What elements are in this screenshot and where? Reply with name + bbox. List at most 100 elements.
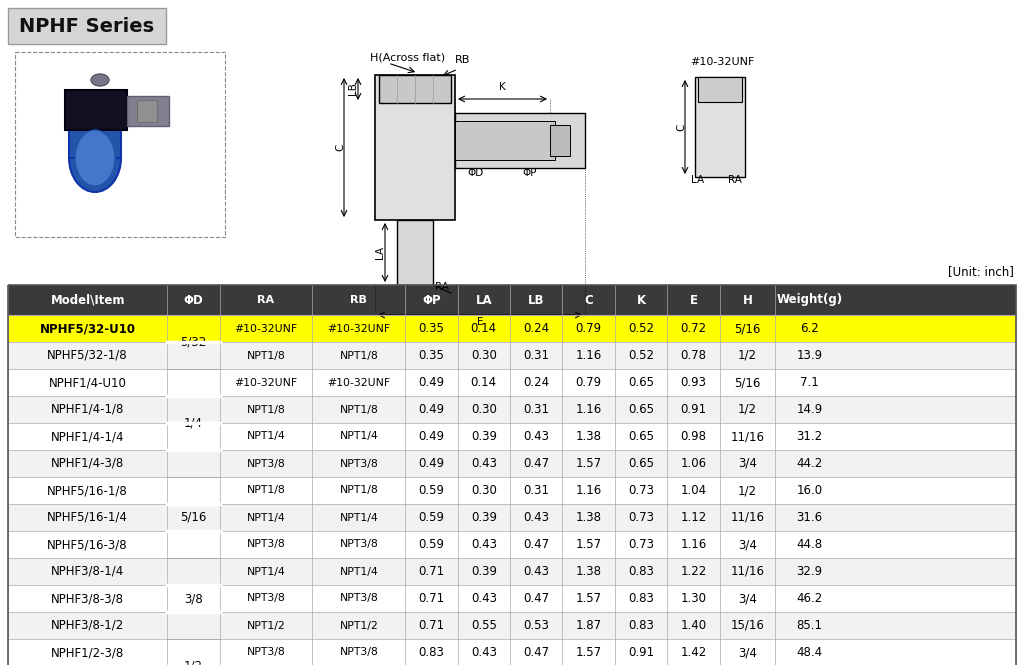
Text: E: E — [477, 317, 483, 327]
Text: 0.49: 0.49 — [418, 376, 444, 389]
Text: 1.16: 1.16 — [680, 538, 707, 551]
Text: 0.24: 0.24 — [523, 322, 549, 335]
Text: NPT1/8: NPT1/8 — [339, 404, 378, 414]
Text: 1.57: 1.57 — [575, 646, 602, 659]
Bar — [698, 77, 742, 102]
Text: 0.31: 0.31 — [523, 349, 549, 362]
Bar — [8, 585, 1016, 612]
Text: NPT1/8: NPT1/8 — [247, 404, 286, 414]
Text: 0.73: 0.73 — [628, 484, 654, 497]
Text: 0.83: 0.83 — [419, 646, 444, 659]
Text: 0.43: 0.43 — [523, 430, 549, 443]
Text: NPT1/8: NPT1/8 — [339, 485, 378, 495]
Text: Model\Item: Model\Item — [50, 293, 125, 307]
Text: 0.31: 0.31 — [523, 484, 549, 497]
Text: 44.2: 44.2 — [797, 457, 822, 470]
Text: 0.35: 0.35 — [419, 349, 444, 362]
Text: 3/8: 3/8 — [184, 592, 203, 605]
Text: NPT1/4: NPT1/4 — [339, 513, 378, 523]
Text: 0.43: 0.43 — [523, 565, 549, 578]
Text: H: H — [742, 293, 753, 307]
Text: 5/16: 5/16 — [734, 322, 761, 335]
Text: 0.72: 0.72 — [680, 322, 707, 335]
Text: NPT1/2: NPT1/2 — [247, 620, 286, 630]
Text: 0.59: 0.59 — [419, 484, 444, 497]
Text: 11/16: 11/16 — [730, 430, 764, 443]
Ellipse shape — [75, 130, 115, 186]
Bar — [167, 315, 220, 369]
Text: 0.24: 0.24 — [523, 376, 549, 389]
Text: NPHF1/4-1/4: NPHF1/4-1/4 — [51, 430, 124, 443]
Bar — [8, 369, 1016, 396]
Text: 14.9: 14.9 — [797, 403, 822, 416]
Bar — [455, 113, 585, 168]
Text: 0.35: 0.35 — [419, 322, 444, 335]
Text: NPHF1/2-3/8: NPHF1/2-3/8 — [51, 646, 124, 659]
Bar — [695, 77, 745, 177]
Text: NPT1/4: NPT1/4 — [339, 432, 378, 442]
Text: 5/16: 5/16 — [180, 511, 207, 524]
Text: 3/4: 3/4 — [738, 538, 757, 551]
Text: NPHF5/32-1/8: NPHF5/32-1/8 — [47, 349, 128, 362]
Text: 0.65: 0.65 — [628, 430, 654, 443]
Text: 1.04: 1.04 — [680, 484, 707, 497]
Text: 0.65: 0.65 — [628, 376, 654, 389]
Text: 13.9: 13.9 — [797, 349, 822, 362]
Text: LA: LA — [691, 175, 705, 185]
Text: 48.4: 48.4 — [797, 646, 822, 659]
Text: 0.91: 0.91 — [680, 403, 707, 416]
Text: 0.30: 0.30 — [471, 349, 497, 362]
Text: 1.16: 1.16 — [575, 403, 602, 416]
Bar — [455, 121, 555, 160]
Text: NPT3/8: NPT3/8 — [339, 648, 378, 658]
Bar — [65, 90, 127, 130]
Text: 0.47: 0.47 — [523, 457, 549, 470]
Bar — [8, 612, 1016, 639]
Text: 0.91: 0.91 — [628, 646, 654, 659]
Bar — [15, 52, 225, 237]
Text: 1.16: 1.16 — [575, 349, 602, 362]
Text: C: C — [676, 123, 686, 131]
Text: K: K — [637, 293, 645, 307]
Text: NPHF3/8-1/4: NPHF3/8-1/4 — [51, 565, 124, 578]
Text: 15/16: 15/16 — [730, 619, 764, 632]
Text: 5/16: 5/16 — [734, 376, 761, 389]
Text: 0.43: 0.43 — [471, 538, 497, 551]
Text: NPT3/8: NPT3/8 — [247, 458, 286, 469]
Text: ΦP: ΦP — [422, 293, 440, 307]
Text: 1.16: 1.16 — [575, 484, 602, 497]
Text: 5/32: 5/32 — [180, 336, 207, 348]
Text: 0.49: 0.49 — [418, 457, 444, 470]
Text: RA: RA — [435, 282, 449, 292]
Text: 0.43: 0.43 — [523, 511, 549, 524]
Text: 0.79: 0.79 — [575, 376, 602, 389]
Bar — [397, 220, 433, 285]
Text: 0.98: 0.98 — [680, 430, 707, 443]
Text: #10-32UNF: #10-32UNF — [328, 323, 390, 334]
Text: 0.43: 0.43 — [471, 646, 497, 659]
Text: 0.73: 0.73 — [628, 511, 654, 524]
Bar — [8, 639, 1016, 665]
Text: 3/4: 3/4 — [738, 592, 757, 605]
Bar — [8, 342, 1016, 369]
Text: C: C — [585, 293, 593, 307]
Text: 0.65: 0.65 — [628, 457, 654, 470]
Text: NPHF5/32-U10: NPHF5/32-U10 — [40, 322, 135, 335]
Text: 0.79: 0.79 — [575, 322, 602, 335]
Text: NPT3/8: NPT3/8 — [247, 648, 286, 658]
Text: #10-32UNF: #10-32UNF — [690, 57, 755, 67]
Text: 0.55: 0.55 — [471, 619, 497, 632]
Text: 0.83: 0.83 — [628, 565, 654, 578]
Text: 6.2: 6.2 — [800, 322, 819, 335]
Text: 1.57: 1.57 — [575, 457, 602, 470]
Text: #10-32UNF: #10-32UNF — [234, 323, 298, 334]
Text: 1.57: 1.57 — [575, 538, 602, 551]
Text: 32.9: 32.9 — [797, 565, 822, 578]
Text: 1.38: 1.38 — [575, 430, 602, 443]
Text: K: K — [499, 82, 506, 92]
Text: 3/4: 3/4 — [738, 646, 757, 659]
Text: 1.57: 1.57 — [575, 592, 602, 605]
Text: 1/2: 1/2 — [738, 349, 757, 362]
Text: 0.39: 0.39 — [471, 430, 497, 443]
Text: NPHF3/8-1/2: NPHF3/8-1/2 — [51, 619, 124, 632]
